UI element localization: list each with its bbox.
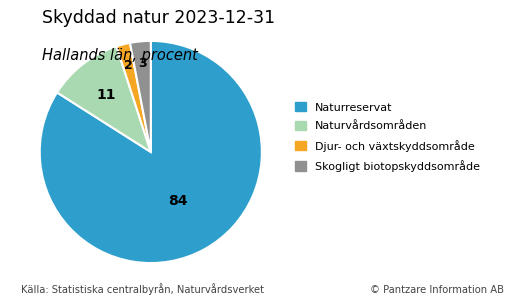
Wedge shape bbox=[57, 46, 151, 152]
Wedge shape bbox=[116, 43, 151, 152]
Text: Skyddad natur 2023-12-31: Skyddad natur 2023-12-31 bbox=[42, 9, 275, 27]
Text: Hallands län, procent: Hallands län, procent bbox=[42, 48, 198, 63]
Text: © Pantzare Information AB: © Pantzare Information AB bbox=[370, 285, 504, 295]
Legend: Naturreservat, Naturvårdsområden, Djur- och växtskyddsområde, Skogligt biotopsky: Naturreservat, Naturvårdsområden, Djur- … bbox=[292, 99, 483, 175]
Text: Källa: Statistiska centralbyrån, Naturvårdsverket: Källa: Statistiska centralbyrån, Naturvå… bbox=[21, 283, 264, 295]
Text: 11: 11 bbox=[97, 88, 116, 102]
Text: 84: 84 bbox=[168, 194, 187, 208]
Wedge shape bbox=[40, 41, 262, 263]
Wedge shape bbox=[130, 41, 151, 152]
Text: 2: 2 bbox=[124, 59, 133, 72]
Text: 3: 3 bbox=[138, 57, 147, 70]
